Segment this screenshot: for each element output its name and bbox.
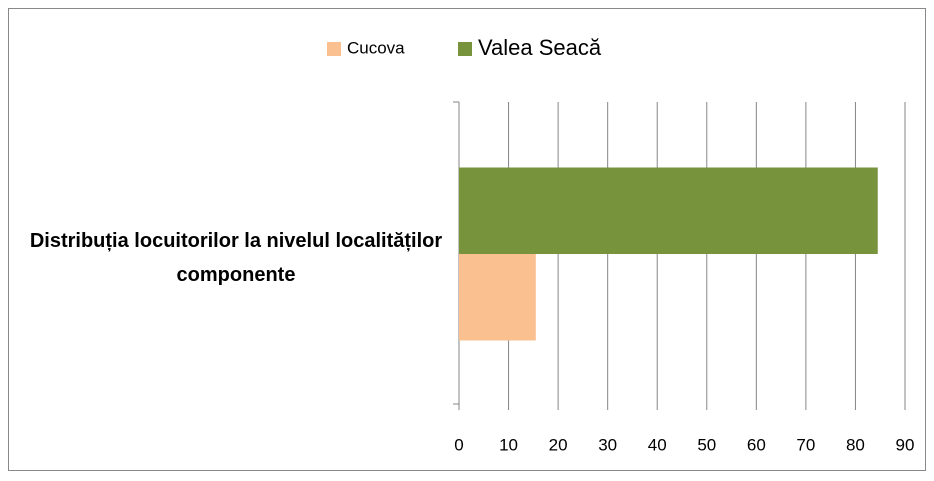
bar bbox=[459, 167, 878, 254]
x-tick-label: 80 bbox=[846, 435, 865, 454]
bar bbox=[459, 254, 536, 341]
x-tick-label: 70 bbox=[796, 435, 815, 454]
legend-swatch bbox=[458, 42, 472, 56]
x-tick-label: 10 bbox=[499, 435, 518, 454]
x-tick-label: 0 bbox=[454, 435, 463, 454]
x-tick-label: 60 bbox=[747, 435, 766, 454]
x-tick-label: 90 bbox=[896, 435, 915, 454]
legend-swatch bbox=[327, 42, 341, 56]
legend-label: Valea Seacă bbox=[478, 35, 602, 60]
x-tick-label: 20 bbox=[549, 435, 568, 454]
legend-label: Cucova bbox=[347, 38, 405, 57]
x-tick-label: 30 bbox=[598, 435, 617, 454]
x-tick-label: 40 bbox=[648, 435, 667, 454]
chart-frame bbox=[8, 8, 926, 471]
category-label: Distribuția locuitorilor la nivelul loca… bbox=[29, 230, 443, 286]
x-tick-label: 50 bbox=[697, 435, 716, 454]
